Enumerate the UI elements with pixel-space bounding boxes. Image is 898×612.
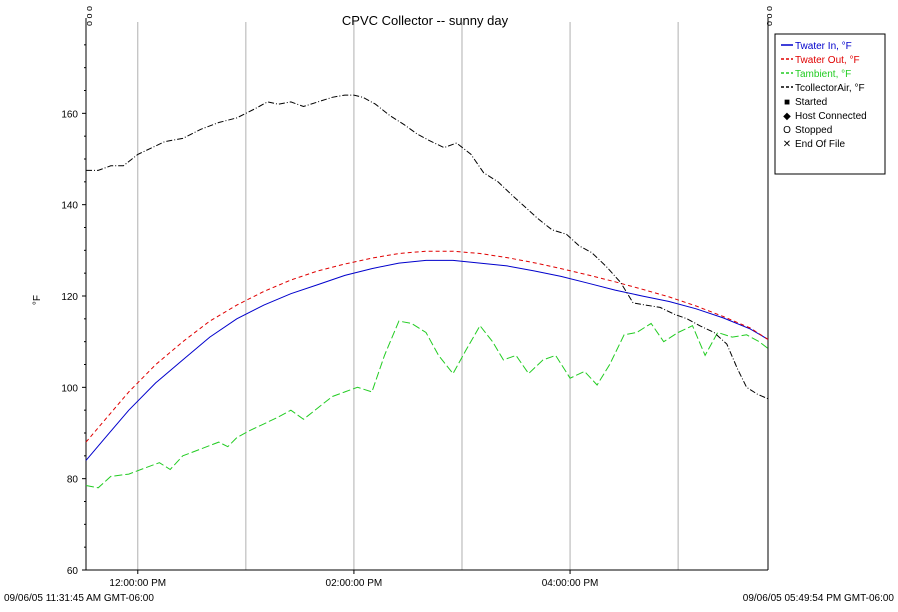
legend-marker-label-1: Host Connected [795, 111, 867, 122]
chart-title: CPVC Collector -- sunny day [342, 13, 509, 28]
y-tick-label-120: 120 [61, 292, 78, 303]
y-tick-label-100: 100 [61, 383, 78, 394]
x-ticks: 12:00:00 PM 02:00:00 PM 04:00:00 PM [109, 570, 598, 589]
end-of-file-marker-icon: ✕ [783, 139, 791, 150]
series-line-1 [85, 250, 769, 443]
stopped-marker-icon: O [783, 125, 791, 136]
legend-label-0: Twater In, °F [795, 41, 852, 52]
y-tick-label-140: 140 [61, 201, 78, 212]
axes [85, 18, 769, 571]
legend-marker-label-3: End Of File [795, 139, 845, 150]
grid [137, 22, 679, 570]
host-connected-marker-icon: ◆ [783, 111, 791, 122]
end-marker-label: o o o [765, 6, 775, 26]
start-marker-label: o o o [85, 6, 95, 26]
y-axis-label: °F [32, 295, 43, 305]
legend: Twater In, °F Twater Out, °F Tambient, °F T… [774, 33, 886, 175]
x-tick-label-1: 02:00:00 PM [326, 578, 383, 589]
started-marker-icon: ■ [784, 97, 790, 108]
legend-label-3: TcollectorAir, °F [795, 83, 865, 94]
legend-label-1: Twater Out, °F [795, 55, 860, 66]
legend-label-2: Tambient, °F [795, 69, 851, 80]
y-ticks: 60 80 100 120 140 160 [61, 44, 86, 577]
series-line-0 [85, 259, 769, 461]
series-line-2 [85, 320, 769, 489]
legend-box [774, 33, 886, 175]
legend-marker-label-0: Started [795, 97, 827, 108]
end-time-label: 09/06/05 05:49:54 PM GMT-06:00 [743, 593, 895, 604]
series-line-3 [86, 94, 769, 400]
start-time-label: 09/06/05 11:31:45 AM GMT-06:00 [4, 593, 154, 604]
y-tick-label-80: 80 [67, 475, 79, 486]
x-tick-label-0: 12:00:00 PM [109, 578, 166, 589]
x-tick-label-2: 04:00:00 PM [542, 578, 599, 589]
legend-marker-label-2: Stopped [795, 125, 832, 136]
series-lines [85, 94, 769, 489]
y-tick-label-160: 160 [61, 109, 78, 120]
y-tick-label-60: 60 [67, 566, 79, 577]
